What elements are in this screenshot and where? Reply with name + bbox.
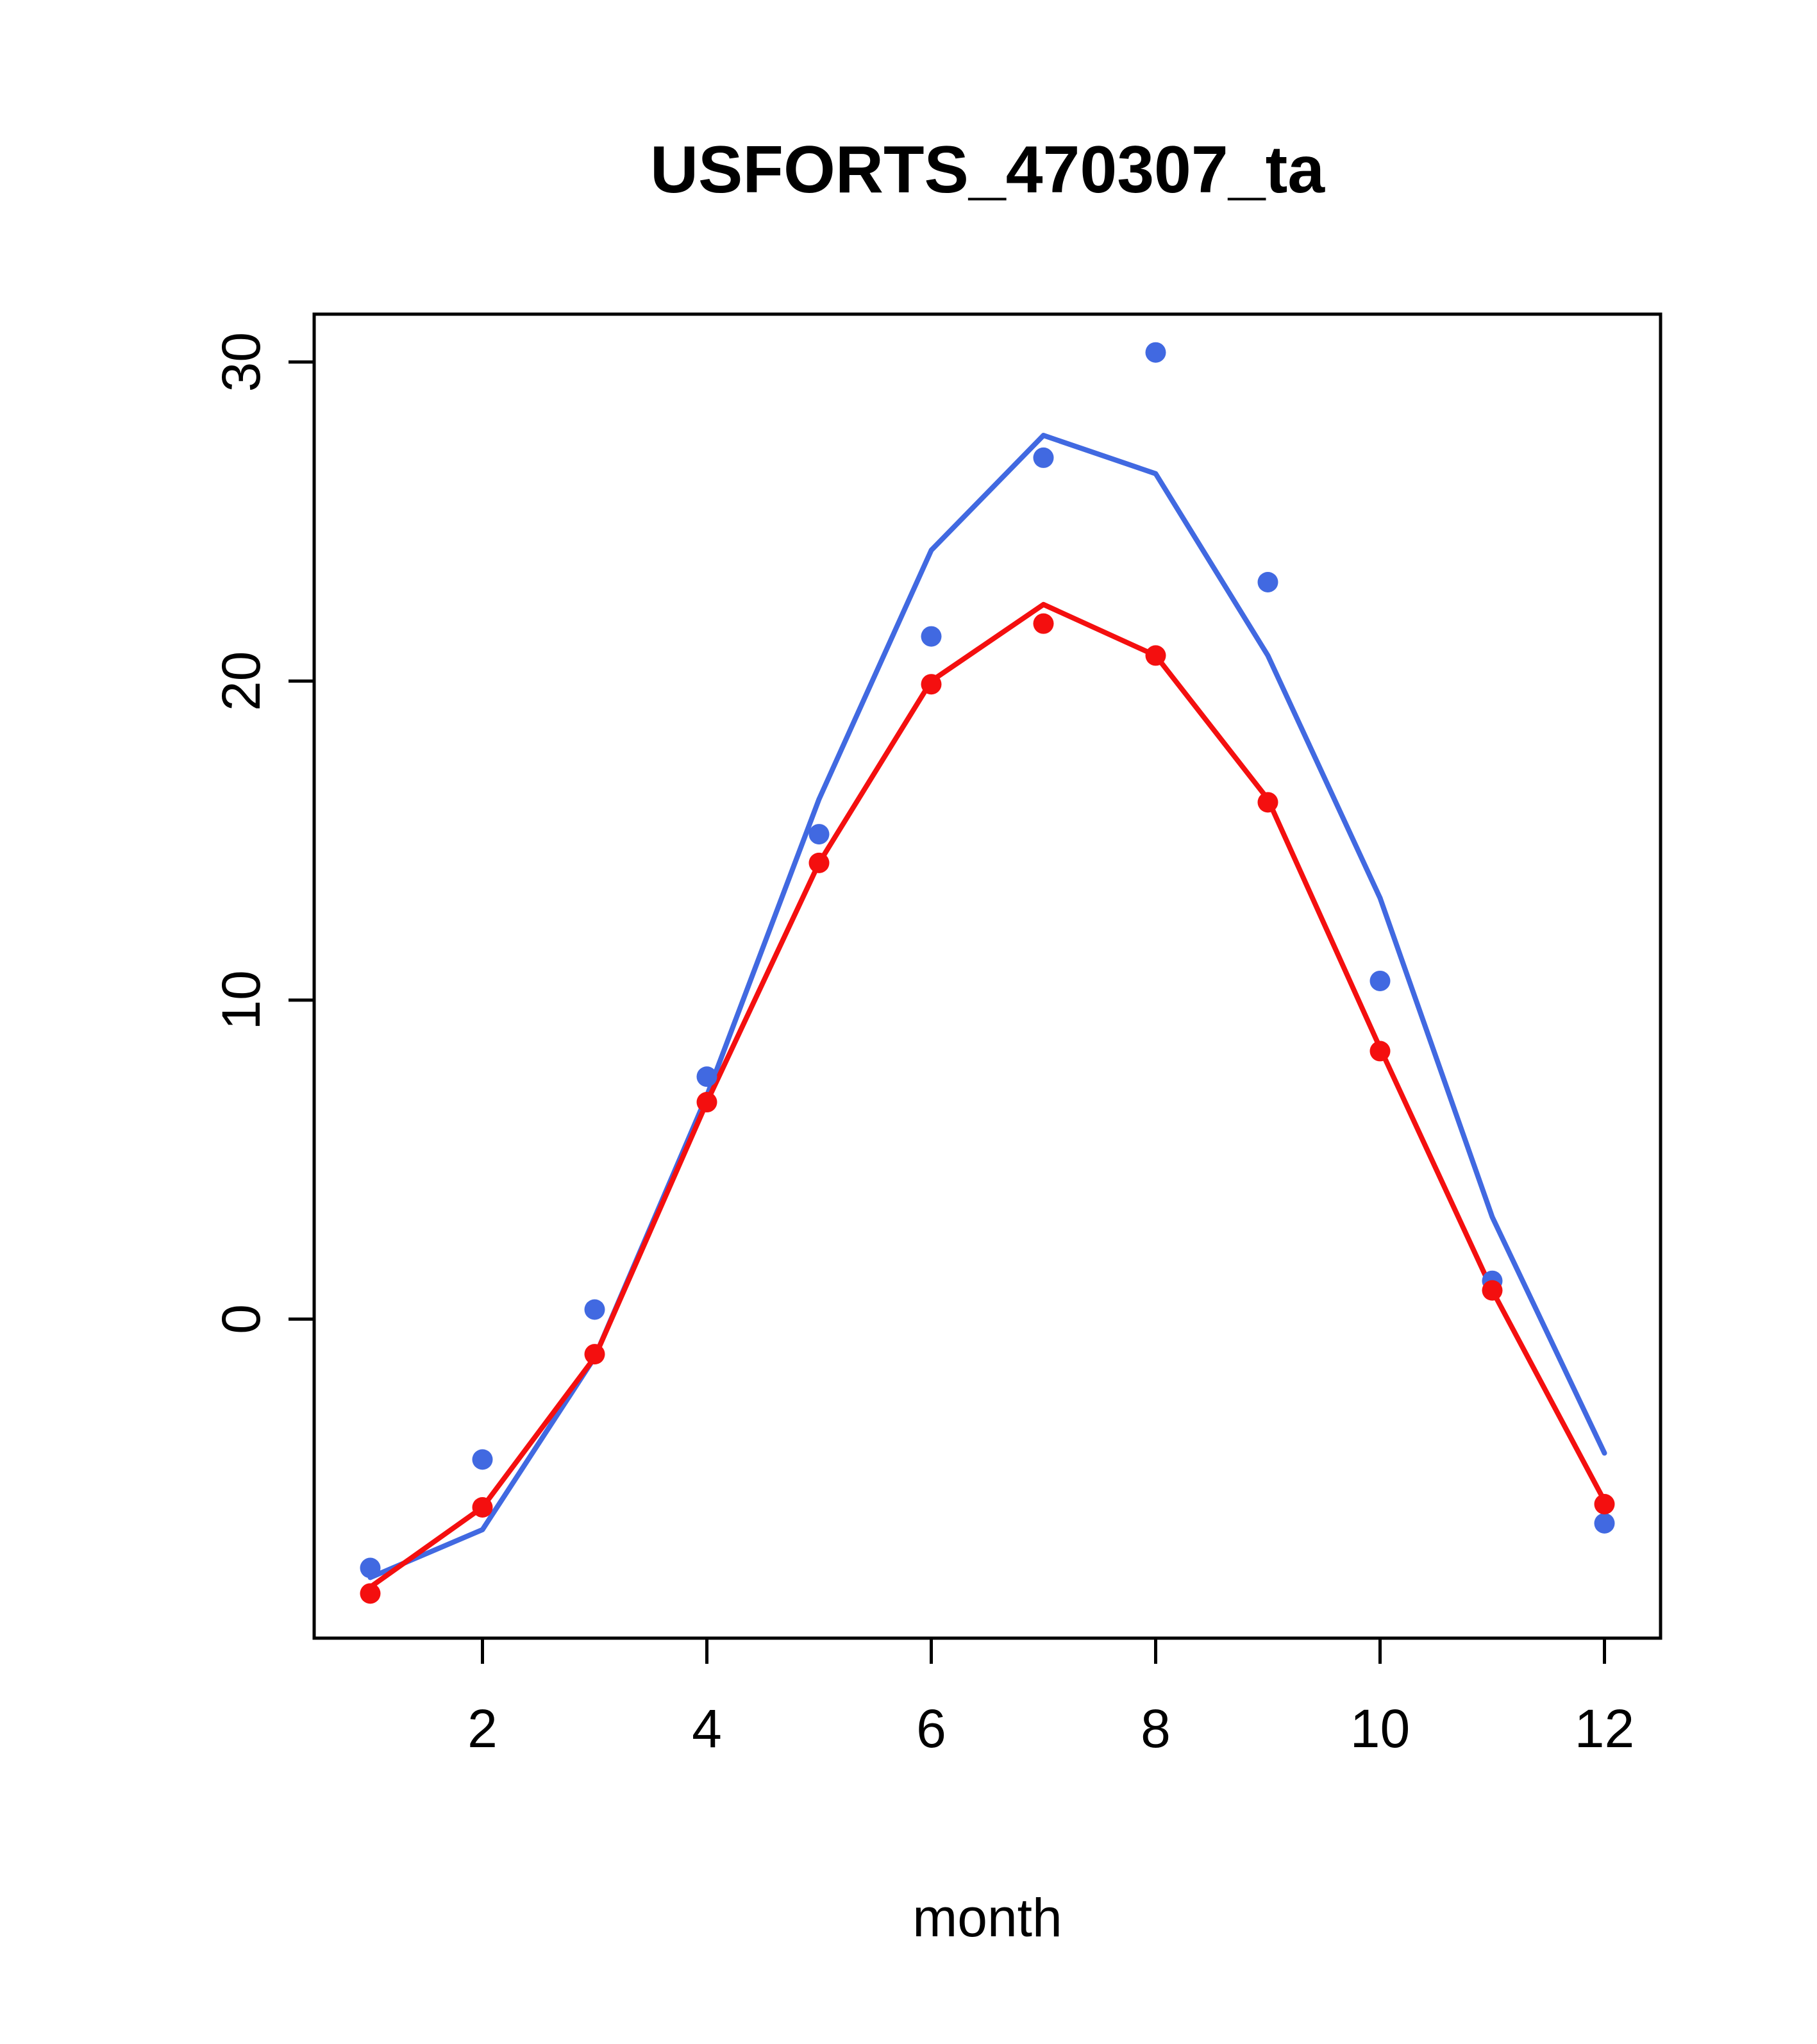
y-tick-label: 20 [211, 651, 271, 711]
x-tick-label: 8 [1141, 1698, 1171, 1759]
data-point-blue-points [360, 1557, 381, 1579]
data-point-blue-points [1033, 447, 1054, 468]
x-tick-label: 4 [692, 1698, 722, 1759]
data-point-red-points [1482, 1280, 1503, 1301]
data-point-red-points [584, 1344, 605, 1365]
data-point-blue-points [921, 626, 942, 647]
data-point-red-points [1369, 1041, 1391, 1062]
data-point-blue-points [584, 1299, 605, 1320]
x-tick-label: 10 [1350, 1698, 1410, 1759]
x-tick-label: 12 [1575, 1698, 1634, 1759]
x-tick-label: 6 [916, 1698, 946, 1759]
data-point-red-points [808, 852, 830, 873]
chart-title: USFORTS_470307_ta [650, 133, 1325, 207]
y-tick-label: 30 [211, 332, 271, 392]
data-point-red-points [696, 1092, 717, 1113]
data-point-blue-points [1257, 571, 1278, 592]
data-point-red-points [1257, 792, 1278, 813]
y-tick-label: 0 [211, 1304, 271, 1334]
data-point-blue-points [808, 824, 830, 845]
x-axis-label: month [912, 1888, 1062, 1948]
data-point-blue-points [1145, 342, 1166, 363]
data-point-blue-points [1594, 1512, 1615, 1534]
data-point-red-points [360, 1583, 381, 1604]
data-point-red-points [921, 674, 942, 695]
series-red-line [367, 601, 1607, 1590]
data-point-blue-points [1369, 970, 1391, 991]
y-tick-label: 10 [211, 970, 271, 1030]
data-point-blue-points [696, 1066, 717, 1087]
data-point-blue-points [472, 1449, 493, 1470]
data-point-red-points [1594, 1494, 1615, 1515]
plot-border [312, 312, 1662, 1640]
data-point-red-points [1145, 645, 1166, 666]
data-point-red-points [472, 1496, 493, 1518]
data-point-red-points [1033, 613, 1054, 634]
x-tick-label: 2 [467, 1698, 498, 1759]
plot-content: 2 4 6 8 10 12 0 10 20 30 [211, 312, 1662, 1759]
